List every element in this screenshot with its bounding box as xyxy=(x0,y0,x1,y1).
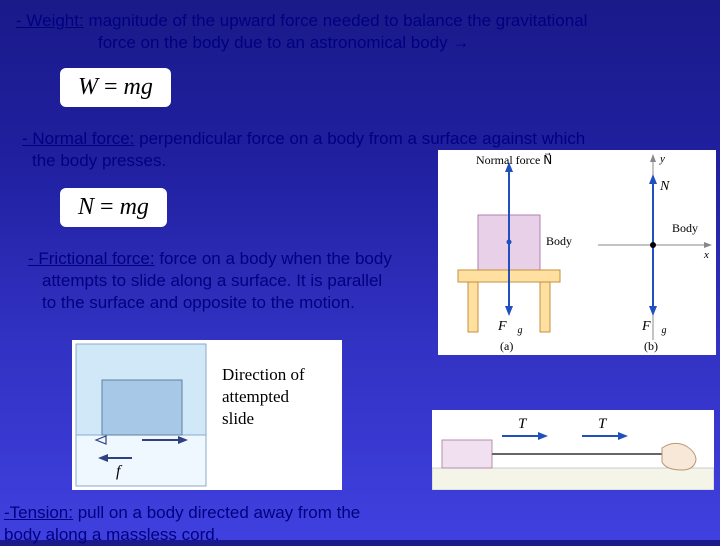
tension-term: -Tension: xyxy=(4,503,73,522)
normal-text1: perpendicular force on a body from a sur… xyxy=(134,129,585,148)
weight-text2: force on the body due to an astronomical… xyxy=(98,32,706,54)
tension-text2: body along a massless cord. xyxy=(4,524,424,546)
svg-text:F⃗g: F⃗g xyxy=(641,319,666,336)
friction-text3: to the surface and opposite to the motio… xyxy=(42,292,428,314)
tension-definition: -Tension: pull on a body directed away f… xyxy=(4,502,424,546)
weight-definition: - Weight: magnitude of the upward force … xyxy=(16,10,706,54)
normal-label: Normal force N⃗ xyxy=(476,152,552,167)
normal-term: - Normal force: xyxy=(22,129,134,148)
friction-definition: - Frictional force: force on a body when… xyxy=(28,248,428,314)
svg-text:Direction of: Direction of xyxy=(222,365,305,384)
svg-text:y: y xyxy=(659,153,665,165)
friction-text2: attempts to slide along a surface. It is… xyxy=(42,270,428,292)
svg-text:F⃗g: F⃗g xyxy=(497,319,522,336)
tension-diagram: T⃗ T⃗ xyxy=(432,410,714,490)
friction-diagram: f⃗ Direction of attempted slide xyxy=(72,340,342,490)
svg-text:T⃗: T⃗ xyxy=(518,416,538,432)
svg-text:f⃗: f⃗ xyxy=(116,463,133,480)
weight-text1: magnitude of the upward force needed to … xyxy=(84,11,588,30)
svg-text:Body: Body xyxy=(546,234,572,248)
svg-text:slide: slide xyxy=(222,409,254,428)
svg-text:N⃗: N⃗ xyxy=(659,179,680,194)
svg-text:x: x xyxy=(703,249,709,261)
tension-text1: pull on a body directed away from the xyxy=(73,503,360,522)
weight-term: - Weight: xyxy=(16,11,84,30)
weight-formula: W = mg xyxy=(60,68,171,107)
normal-formula: N = mg xyxy=(60,188,167,227)
svg-text:attempted: attempted xyxy=(222,387,290,406)
normal-force-diagram: Normal force N⃗ Body F⃗g (a) x y N⃗ Body… xyxy=(438,150,716,355)
svg-text:T⃗: T⃗ xyxy=(598,416,618,432)
friction-term: - Frictional force: xyxy=(28,249,155,268)
friction-text1: force on a body when the body xyxy=(155,249,392,268)
svg-text:Body: Body xyxy=(672,221,698,235)
svg-text:(a): (a) xyxy=(500,339,513,353)
svg-text:(b): (b) xyxy=(644,339,658,353)
